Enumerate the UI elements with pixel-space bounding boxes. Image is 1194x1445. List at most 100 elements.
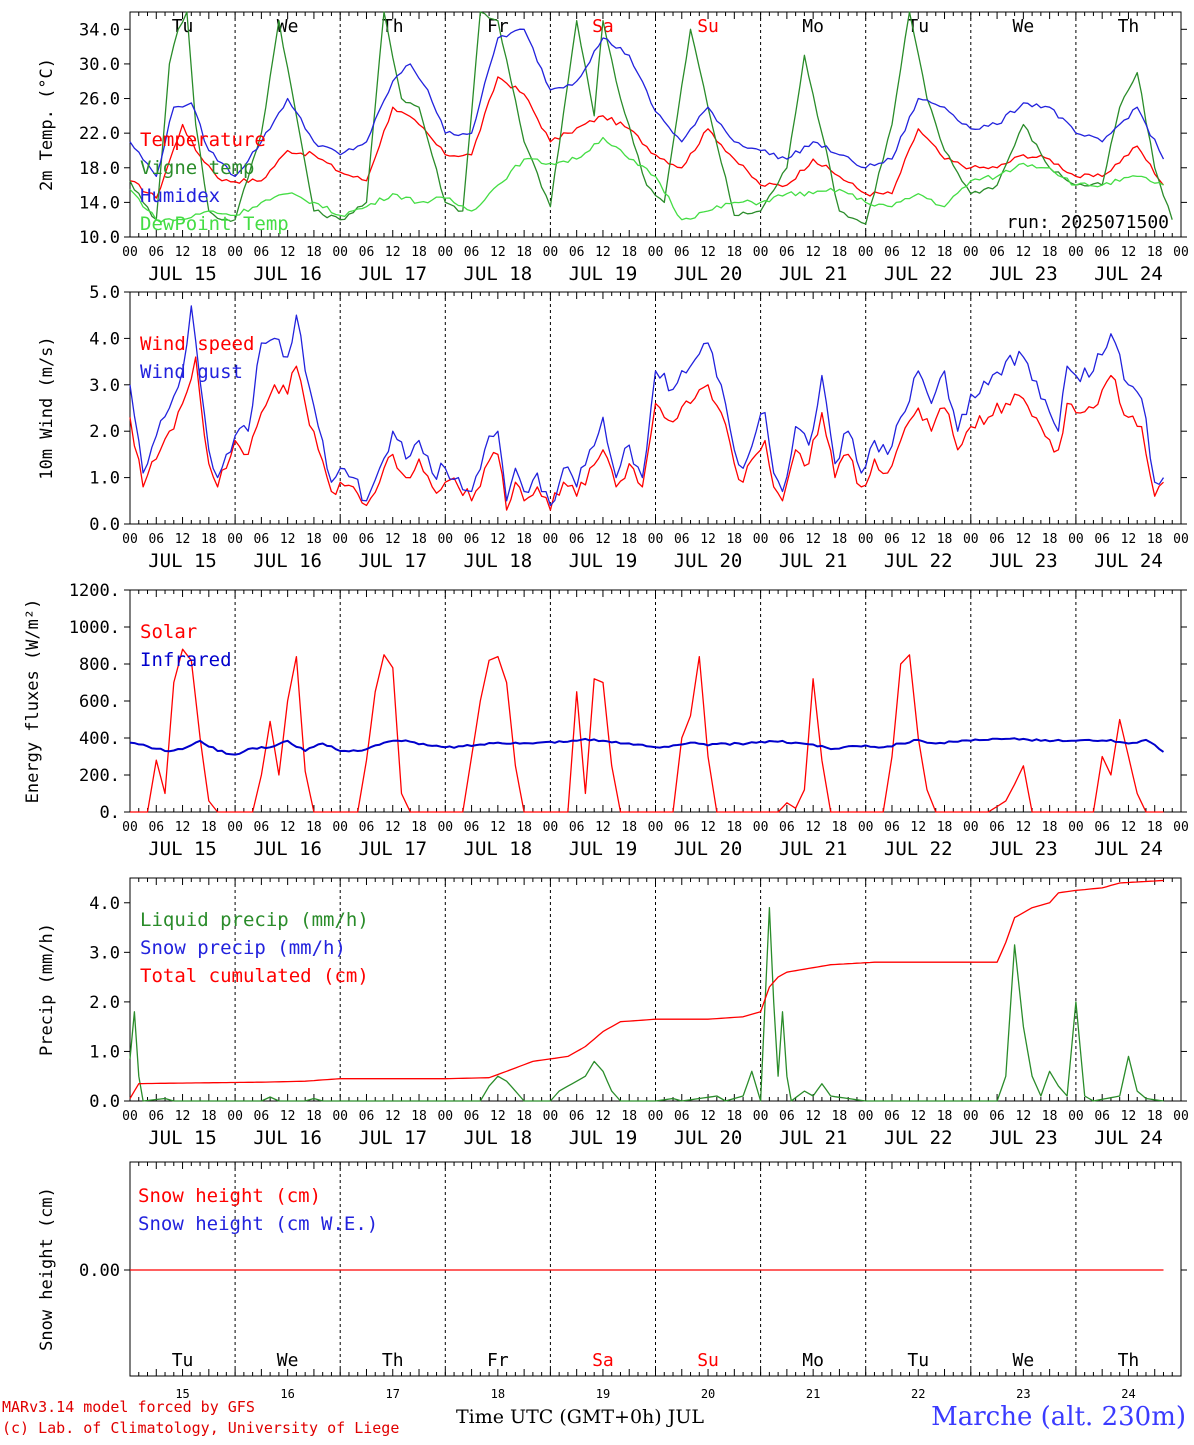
panel-1-hour-tick-label: 00 (437, 532, 453, 547)
panel-0-hour-tick-label: 12 (490, 245, 506, 260)
panel-2-hour-tick-label: 00 (1068, 820, 1084, 835)
panel-1-hour-tick-label: 12 (595, 532, 611, 547)
panel-1-hour-tick-label: 00 (122, 532, 138, 547)
panel-2-hour-tick-label: 00 (543, 820, 559, 835)
panel-3-hour-tick-label: 12 (280, 1109, 296, 1124)
panel-0-hour-tick-label: 18 (832, 245, 848, 260)
panel-1-hour-tick-label: 18 (726, 532, 742, 547)
panel-3-hour-tick-label: 12 (1016, 1109, 1032, 1124)
panel-4-weekday-label: We (277, 1350, 299, 1371)
panel-1-hour-tick-label: 12 (1016, 532, 1032, 547)
panel-2-hour-tick-label: 18 (411, 820, 427, 835)
panel-0-weekday-label: Th (1118, 16, 1140, 37)
panel-1-hour-tick-label: 00 (543, 532, 559, 547)
panel-1-hour-tick-label: 06 (989, 532, 1005, 547)
panel-0-hour-tick-label: 00 (1068, 245, 1084, 260)
panel-4-day-number: 24 (1121, 1387, 1135, 1401)
panel-4-day-number: 21 (806, 1387, 820, 1401)
panel-1-hour-tick-label: 06 (674, 532, 690, 547)
panel-1-hour-tick-label: 00 (858, 532, 874, 547)
panel-3-hour-tick-label: 18 (411, 1109, 427, 1124)
panel-3-ylabel: Precip (mm/h) (37, 923, 57, 1056)
panel-2-day-label: JUL 18 (464, 838, 533, 860)
panel-0-day-label: JUL 18 (464, 263, 533, 285)
panel-4-weekday-label: Th (382, 1350, 404, 1371)
panel-0-hour-tick-label: 06 (1094, 245, 1110, 260)
panel-1-hour-tick-label: 12 (910, 532, 926, 547)
panel-3-day-label: JUL 17 (358, 1127, 427, 1149)
panel-3-day-label: JUL 24 (1094, 1127, 1163, 1149)
panel-2-series-infrared (129, 737, 1165, 756)
panel-0-hour-tick-label: 06 (989, 245, 1005, 260)
panel-3-hour-tick-label: 06 (148, 1109, 164, 1124)
panel-0-weekday-label: Su (697, 16, 719, 37)
panel-3-hour-tick-label: 06 (464, 1109, 480, 1124)
station-title: Marche (alt. 230m) (931, 1402, 1186, 1432)
panel-2-hour-tick-label: 00 (648, 820, 664, 835)
panel-0-legend-dewpoint-temp: DewPoint Temp (140, 213, 289, 235)
panel-1-hour-tick-label: 06 (569, 532, 585, 547)
panel-0-series-vigne-temp (129, 11, 1173, 225)
panel-2-hour-tick-label: 06 (464, 820, 480, 835)
panel-0-hour-tick-label: 00 (1173, 245, 1189, 260)
panel-0-hour-tick-label: 12 (910, 245, 926, 260)
panel-1-day-label: JUL 16 (253, 550, 322, 572)
panel-3-hour-tick-label: 12 (175, 1109, 191, 1124)
panel-3-series-liquid-precip-mm-h- (129, 907, 1164, 1102)
panel-0-weekday-label: Mo (802, 16, 824, 37)
panel-2-hour-tick-label: 06 (884, 820, 900, 835)
panel-3-hour-tick-label: 12 (910, 1109, 926, 1124)
panel-3-hour-tick-label: 12 (1121, 1109, 1137, 1124)
panel-2-day-label: JUL 15 (148, 838, 217, 860)
panel-0-hour-tick-label: 12 (280, 245, 296, 260)
panel-1-hour-tick-label: 18 (516, 532, 532, 547)
panel-1-hour-tick-label: 00 (753, 532, 769, 547)
panel-3-day-label: JUL 23 (989, 1127, 1058, 1149)
panel-0-hour-tick-label: 00 (227, 245, 243, 260)
panel-0-day-label: JUL 23 (989, 263, 1058, 285)
panel-0-ytick-label: 34.0 (79, 20, 120, 40)
panel-0-day-label: JUL 24 (1094, 263, 1163, 285)
panel-2-ytick-label: 0. (100, 803, 120, 823)
panel-3-day-label: JUL 22 (884, 1127, 953, 1149)
panel-3-day-label: JUL 19 (569, 1127, 638, 1149)
panel-0-series-humidex (129, 28, 1165, 178)
panel-2-hour-tick-label: 18 (1042, 820, 1058, 835)
panel-0-hour-tick-label: 00 (543, 245, 559, 260)
panel-3-hour-tick-label: 06 (779, 1109, 795, 1124)
panel-2-series-solar (130, 648, 1164, 813)
panel-2-hour-tick-label: 12 (700, 820, 716, 835)
panel-0-hour-tick-label: 00 (648, 245, 664, 260)
panel-1-hour-tick-label: 12 (1121, 532, 1137, 547)
panel-2-hour-tick-label: 12 (595, 820, 611, 835)
panel-1-hour-tick-label: 06 (148, 532, 164, 547)
panel-1-hour-tick-label: 18 (937, 532, 953, 547)
panel-2-ytick-label: 600. (79, 692, 120, 712)
panel-3-hour-tick-label: 12 (700, 1109, 716, 1124)
panel-0-series-temperature (129, 76, 1165, 199)
panel-0-hour-tick-label: 06 (569, 245, 585, 260)
panel-3-hour-tick-label: 06 (254, 1109, 270, 1124)
panel-1-day-label: JUL 20 (674, 550, 743, 572)
panel-0-day-label: JUL 20 (674, 263, 743, 285)
panel-3-ytick-label: 4.0 (89, 894, 120, 914)
panel-0-day-label: JUL 16 (253, 263, 322, 285)
panel-0-hour-tick-label: 00 (753, 245, 769, 260)
panel-1-hour-tick-label: 18 (411, 532, 427, 547)
panel-2-hour-tick-label: 00 (227, 820, 243, 835)
panel-2-hour-tick-label: 00 (858, 820, 874, 835)
panel-1-hour-tick-label: 18 (1042, 532, 1058, 547)
panel-1-ytick-label: 1.0 (89, 469, 120, 489)
run-annotation: run: 2025071500 (1006, 212, 1169, 233)
panel-1-hour-tick-label: 12 (175, 532, 191, 547)
panel-0-hour-tick-label: 00 (858, 245, 874, 260)
panel-1-hour-tick-label: 12 (805, 532, 821, 547)
panel-3-legend-total-cumulated-cm-: Total cumulated (cm) (140, 965, 369, 987)
panel-1-day-label: JUL 17 (358, 550, 427, 572)
panel-4-day-number: 17 (386, 1387, 400, 1401)
panel-0-hour-tick-label: 18 (621, 245, 637, 260)
panel-3-hour-tick-label: 00 (332, 1109, 348, 1124)
panel-3-hour-tick-label: 00 (858, 1109, 874, 1124)
panel-2-day-label: JUL 17 (358, 838, 427, 860)
panel-0-day-label: JUL 22 (884, 263, 953, 285)
